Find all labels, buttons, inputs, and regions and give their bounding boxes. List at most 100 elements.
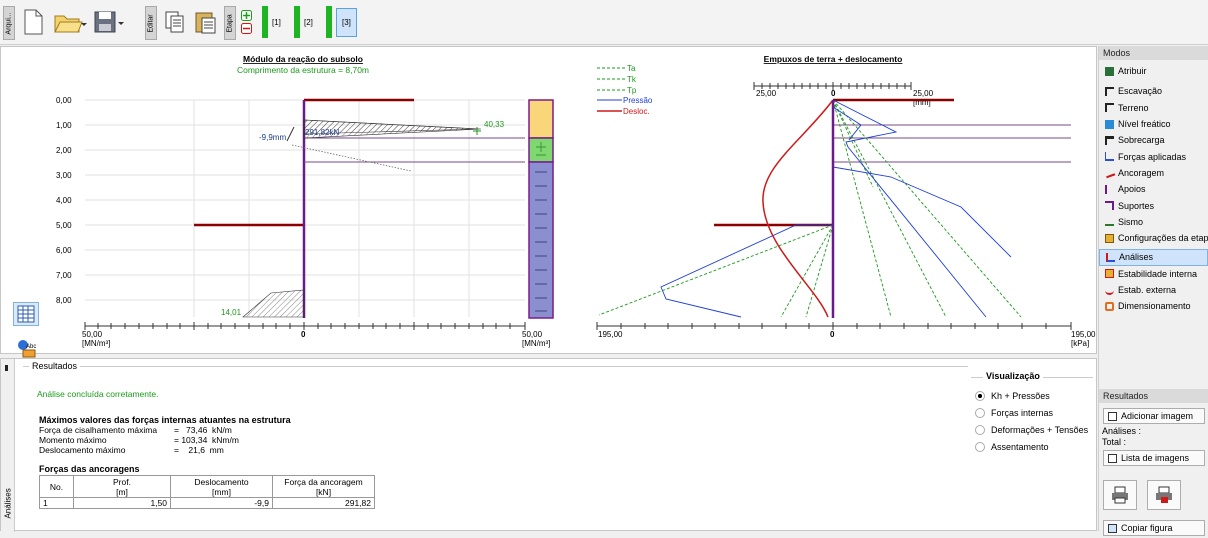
disp-scale-right: 25,00	[913, 89, 934, 98]
stage-3-indicator	[326, 6, 332, 38]
anchor-table: No. Prof. [m] Deslocamento [mm] Força da…	[39, 475, 375, 509]
mode-external-stability[interactable]: Estab. externa	[1099, 282, 1208, 298]
ta-line	[833, 100, 1021, 317]
displacement-curve	[763, 100, 833, 317]
radio-indicator-selected	[975, 391, 985, 401]
copy-button[interactable]	[162, 6, 188, 38]
radio-label: Kh + Pressões	[991, 391, 1050, 401]
table-view-button[interactable]	[13, 302, 39, 326]
mode-internal-stability[interactable]: Estabilidade interna	[1099, 266, 1208, 282]
stage-2-button[interactable]: [2]	[294, 6, 313, 38]
radio-deformations[interactable]: Deformações + Tensões	[975, 421, 1088, 438]
mode-earthquake[interactable]: Sismo	[1099, 214, 1208, 230]
modes-panel: Modos Atribuir Escavação Terreno Nível f…	[1098, 46, 1208, 531]
visualization-options: Kh + Pressões Forças internas Deformaçõe…	[975, 387, 1088, 455]
remove-stage-icon[interactable]	[241, 23, 252, 34]
printer-icon	[1111, 486, 1129, 504]
mode-label: Escavação	[1118, 86, 1162, 96]
mode-label: Estab. externa	[1118, 285, 1176, 295]
mode-stage-settings[interactable]: Configurações da etapa	[1099, 230, 1208, 246]
mode-analysis[interactable]: Análises	[1099, 249, 1208, 265]
new-file-icon	[22, 9, 44, 35]
image-list-button[interactable]: Lista de imagens	[1103, 450, 1205, 466]
mode-terrain[interactable]: Terreno	[1099, 100, 1208, 116]
col-anchor-force: Força da ancoragem [kN]	[273, 476, 375, 498]
analyses-side-tab[interactable]: Análises	[4, 489, 13, 519]
legend-settings-button[interactable]: Abc	[13, 336, 39, 360]
cell-displacement: -9,9	[171, 498, 273, 509]
results-divider	[23, 366, 968, 367]
mode-dimensioning[interactable]: Dimensionamento	[1099, 298, 1208, 314]
results-side-panel: Resultados Adicionar imagem Análises : T…	[1099, 389, 1208, 538]
stage-3-button[interactable]: [3]	[326, 6, 357, 38]
plus-marker	[473, 127, 481, 135]
mode-label: Apoios	[1118, 184, 1146, 194]
col-depth: Prof. [m]	[74, 476, 171, 498]
radio-kh-pressures[interactable]: Kh + Pressões	[975, 387, 1088, 404]
copy-figure-label: Copiar figura	[1121, 523, 1173, 533]
save-icon	[93, 9, 125, 35]
anchor-force-label: 291,82kN	[305, 128, 339, 137]
mode-excavation[interactable]: Escavação	[1099, 83, 1208, 99]
disp-scale: 25,00 0 25,00 [mm]	[754, 82, 934, 107]
surcharge-icon	[1105, 136, 1114, 145]
radio-label: Forças internas	[991, 408, 1053, 418]
paste-icon	[193, 9, 219, 35]
tab-edit[interactable]: Editar	[145, 6, 157, 40]
stage-1-label: [1]	[272, 18, 281, 27]
anchor-disp-label: -9,9mm	[259, 133, 286, 142]
stage-3-label: [3]	[336, 8, 357, 37]
drawing-canvas: Módulo da reação do subsolo Comprimento …	[1, 47, 1098, 355]
stage-1-indicator	[262, 6, 268, 38]
tk-line	[833, 100, 891, 317]
dimensioning-icon	[1105, 302, 1114, 311]
radio-internal-forces[interactable]: Forças internas	[975, 404, 1088, 421]
depth-tick: 8,00	[56, 296, 72, 305]
legend-tp: Tp	[627, 86, 637, 95]
print-preview-button[interactable]	[1147, 480, 1181, 510]
tab-file[interactable]: Arqui...	[3, 6, 15, 40]
print-buttons	[1099, 480, 1208, 510]
disp-scale-zero: 0	[831, 89, 836, 98]
col-no: No.	[40, 476, 74, 498]
depth-tick: 1,00	[56, 121, 72, 130]
mode-water-table[interactable]: Nível freático	[1099, 116, 1208, 132]
radio-settlement[interactable]: Assentamento	[975, 438, 1088, 455]
tab-file-label: Arqui...	[6, 12, 13, 34]
collapse-handle[interactable]	[5, 365, 8, 371]
max-force-label: Força de cisalhamento máxima	[39, 425, 174, 435]
add-image-button[interactable]: Adicionar imagem	[1103, 408, 1205, 424]
mode-supports[interactable]: Apoios	[1099, 181, 1208, 197]
left-x-axis	[85, 322, 525, 330]
save-button[interactable]	[92, 6, 126, 38]
table-icon	[17, 305, 35, 323]
paste-button[interactable]	[192, 6, 220, 38]
earth-pressure-lines	[599, 100, 1021, 317]
stage-1-button[interactable]: [1]	[262, 6, 281, 38]
add-image-icon	[1108, 412, 1117, 421]
drawing-area[interactable]: Módulo da reação do subsolo Comprimento …	[0, 46, 1097, 354]
anchor-forces-title: Forças das ancoragens	[39, 464, 140, 474]
tab-stage[interactable]: Etapa	[224, 6, 236, 40]
mode-applied-forces[interactable]: Forças aplicadas	[1099, 148, 1208, 164]
copy-figure-button[interactable]: Copiar figura	[1103, 520, 1205, 536]
mode-anchor[interactable]: Ancoragem	[1099, 165, 1208, 181]
ka-line	[833, 100, 946, 317]
new-file-button[interactable]	[20, 6, 46, 38]
max-force-value: = 103,34 kNm/m	[174, 435, 239, 445]
mode-props[interactable]: Suportes	[1099, 197, 1208, 213]
print-button[interactable]	[1103, 480, 1137, 510]
open-file-button[interactable]	[52, 6, 88, 38]
mode-surcharge[interactable]: Sobrecarga	[1099, 132, 1208, 148]
mode-assign[interactable]: Atribuir	[1099, 63, 1208, 79]
image-list-icon	[1108, 454, 1117, 463]
right-x-axis: 195,00 0 195,00 [kPa]	[597, 322, 1096, 348]
depth-tick: 4,00	[56, 196, 72, 205]
legend-pressure: Pressão	[623, 96, 653, 105]
soil-layer-3	[529, 162, 553, 318]
internal-stability-icon	[1105, 269, 1114, 278]
add-stage-icon[interactable]	[241, 10, 252, 21]
radio-indicator	[975, 442, 985, 452]
assign-icon	[1105, 67, 1114, 76]
tab-stage-label: Etapa	[227, 14, 234, 32]
